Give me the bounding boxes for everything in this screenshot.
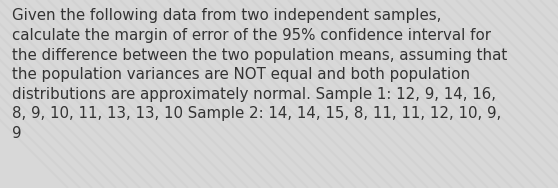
Text: Given the following data from two independent samples,
calculate the margin of e: Given the following data from two indepe… bbox=[12, 8, 508, 141]
